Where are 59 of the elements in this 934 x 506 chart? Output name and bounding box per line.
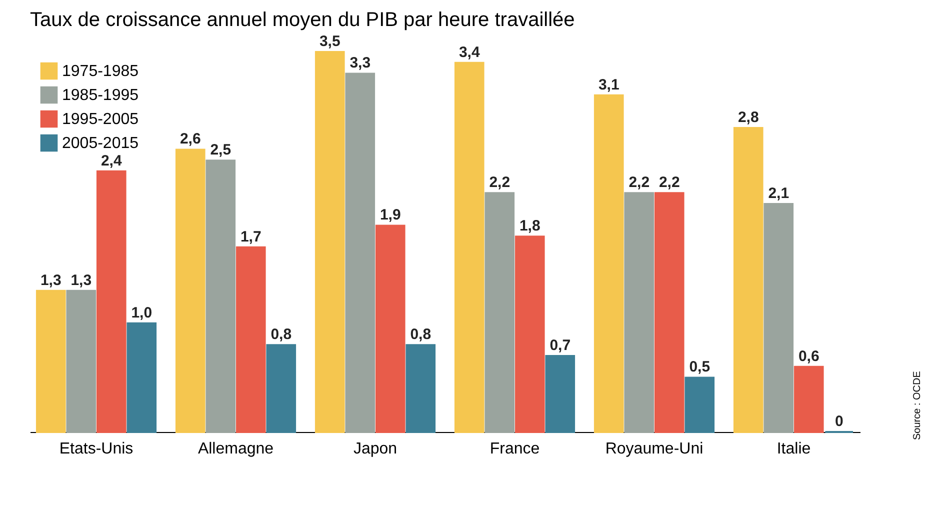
bar	[514, 236, 545, 433]
x-tick-label: France	[490, 440, 540, 458]
bar	[454, 62, 484, 433]
bar	[126, 322, 157, 433]
legend-label: 1995-2005	[62, 111, 139, 128]
data-label: 2,2	[489, 174, 510, 192]
bar	[794, 366, 824, 433]
bar	[624, 192, 654, 433]
bar	[484, 192, 515, 433]
bar	[375, 224, 406, 433]
bar	[345, 72, 376, 433]
bar	[66, 290, 96, 433]
bar	[266, 344, 296, 433]
bar	[684, 376, 715, 433]
bar	[36, 290, 66, 433]
data-label: 0,5	[689, 358, 710, 376]
data-label: 0,8	[270, 326, 292, 344]
data-label: 2,4	[100, 152, 122, 170]
data-label: 0,6	[798, 348, 820, 365]
data-label: 3,4	[458, 44, 480, 61]
bar	[406, 344, 436, 433]
x-tick-label: Allemagne	[198, 440, 274, 458]
data-label: 2,8	[738, 109, 759, 126]
data-label: 2,6	[180, 130, 201, 148]
bar	[764, 203, 794, 433]
data-label: 0	[834, 413, 844, 430]
data-label: 2,1	[768, 185, 790, 202]
data-label: 3,5	[319, 33, 340, 50]
data-label: 1,8	[519, 218, 540, 235]
x-tick-label: Royaume-Uni	[605, 440, 704, 458]
data-label: 3,1	[598, 76, 620, 94]
data-label: 1,3	[70, 272, 92, 289]
source-note: Source : OCDE	[912, 371, 923, 440]
data-label: 1,7	[240, 228, 262, 246]
data-label: 1,9	[380, 206, 401, 224]
bar	[175, 148, 206, 433]
bar	[314, 51, 345, 433]
data-label: 2,2	[658, 174, 680, 192]
data-label: 2,5	[210, 142, 232, 159]
data-label: 0,8	[410, 326, 432, 344]
legend-label: 1985-1995	[62, 87, 139, 104]
bar	[733, 127, 764, 433]
data-label: 1,3	[40, 272, 62, 289]
data-label: 1,0	[131, 304, 152, 322]
bar	[236, 246, 266, 433]
bar	[594, 94, 624, 433]
bar	[545, 355, 576, 433]
data-label: 2,2	[628, 174, 650, 192]
legend-label: 1975-1985	[62, 63, 139, 80]
data-label: 0,7	[550, 337, 571, 354]
bar	[654, 192, 684, 433]
x-tick-label: Japon	[353, 440, 398, 458]
bar	[96, 170, 126, 433]
x-tick-label: Etats-Unis	[59, 440, 134, 458]
chart-title: Taux de croissance annuel moyen du PIB par heure travaillée	[30, 9, 575, 31]
x-tick-label: Italie	[776, 440, 811, 458]
data-label: 3,3	[350, 54, 371, 72]
legend-label: 2005-2015	[62, 135, 139, 152]
bar	[206, 160, 236, 433]
